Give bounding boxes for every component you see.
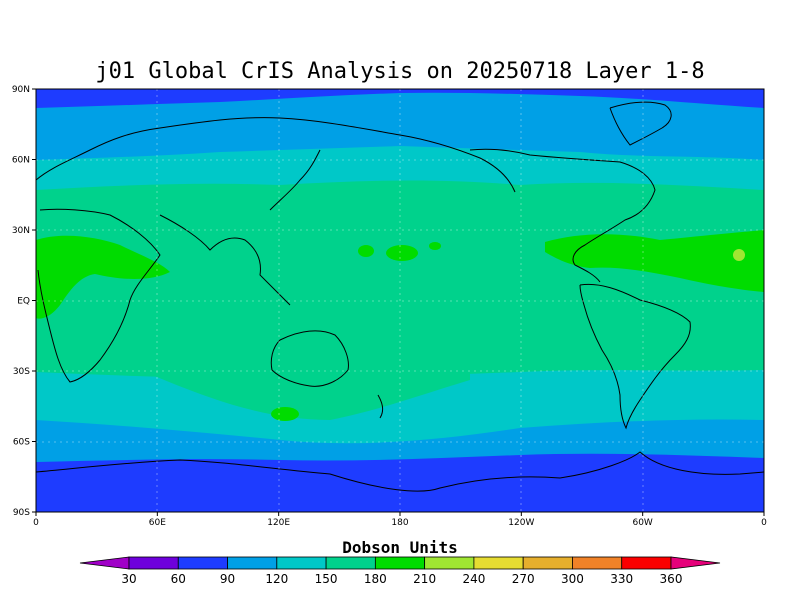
colorbar-swatch <box>424 556 475 570</box>
coast-south-asia <box>159 214 291 306</box>
lat-tick-label: EQ <box>17 297 30 307</box>
lat-tick-label: 30S <box>13 367 30 377</box>
colorbar-label: 240 <box>462 572 485 586</box>
patch-pacific-3 <box>429 242 441 250</box>
colorbar-label: 30 <box>121 572 136 586</box>
colorbar-swatch <box>325 556 376 570</box>
colorbar-label: 90 <box>220 572 235 586</box>
colorbar-swatch <box>473 556 524 570</box>
colorbar-label: 330 <box>610 572 633 586</box>
coastlines <box>36 101 764 492</box>
band-north-90 <box>36 89 764 160</box>
longitude-axis: 0 60E 120E 180 120W 60W 0 <box>33 512 767 528</box>
colorbar-swatch <box>522 556 573 570</box>
lon-tick-label: 60E <box>149 518 166 528</box>
lat-tick-label: 60N <box>12 156 30 166</box>
colorbar-labels: 30 60 90 120 150 180 210 240 270 300 330 360 <box>121 572 682 586</box>
colorbar-label: 120 <box>265 572 288 586</box>
colorbar-swatch <box>128 556 179 570</box>
colorbar-swatch <box>227 556 278 570</box>
lat-tick-label: 60S <box>13 438 30 448</box>
colorbar-label: 60 <box>171 572 186 586</box>
coast-africa <box>37 208 161 383</box>
colorbar-label: 360 <box>660 572 683 586</box>
lon-tick-label: 120W <box>508 518 534 528</box>
patch-atlantic <box>545 230 764 292</box>
colorbar-swatch <box>177 556 228 570</box>
lon-tick-label: 0 <box>761 518 767 528</box>
band-tropics <box>36 180 764 380</box>
ozone-map <box>36 89 764 512</box>
band-north-60 <box>36 89 764 108</box>
grid-lines <box>36 89 764 512</box>
coast-east-asia <box>269 149 321 211</box>
lon-tick-label: 60W <box>632 518 652 528</box>
colorbar-label: 150 <box>315 572 338 586</box>
colorbar-low-arrow <box>79 556 130 570</box>
lon-tick-label: 180 <box>391 518 408 528</box>
colorbar-title: Dobson Units <box>342 538 458 557</box>
coast-europe-asia <box>36 117 516 193</box>
colorbar-swatch <box>276 556 327 570</box>
colorbar-swatch <box>621 556 672 570</box>
patch-africa <box>36 235 170 319</box>
lat-tick-label: 30N <box>12 226 30 236</box>
coast-greenland <box>609 101 672 146</box>
colorbar-swatch <box>572 556 623 570</box>
coast-australia <box>270 330 349 387</box>
coast-new-zealand <box>377 394 384 419</box>
patch-pacific-2 <box>358 245 374 257</box>
coast-south-america <box>579 283 691 430</box>
band-southern-extension <box>140 370 470 420</box>
colorbar-swatch <box>374 556 426 570</box>
colorbar-label: 300 <box>561 572 584 586</box>
patch-indian-ocean <box>271 407 299 421</box>
page-title: j01 Global CrIS Analysis on 20250718 Lay… <box>95 59 704 84</box>
coast-antarctica <box>36 451 764 492</box>
latitude-axis: 90N 60N 30N EQ 30S 60S 90S <box>12 85 36 518</box>
colorbar-label: 180 <box>364 572 387 586</box>
colorbar <box>79 556 721 570</box>
coast-north-america <box>469 148 656 283</box>
lon-tick-label: 120E <box>267 518 290 528</box>
patch-pacific-1 <box>386 245 418 261</box>
band-south-60 <box>36 453 764 512</box>
lon-tick-label: 0 <box>33 518 39 528</box>
colorbar-label: 210 <box>413 572 436 586</box>
lat-tick-label: 90N <box>12 85 30 95</box>
colorbar-high-arrow <box>670 556 721 570</box>
colorbar-label: 270 <box>512 572 535 586</box>
patch-atlantic-max <box>733 249 745 261</box>
lat-tick-label: 90S <box>13 508 30 518</box>
